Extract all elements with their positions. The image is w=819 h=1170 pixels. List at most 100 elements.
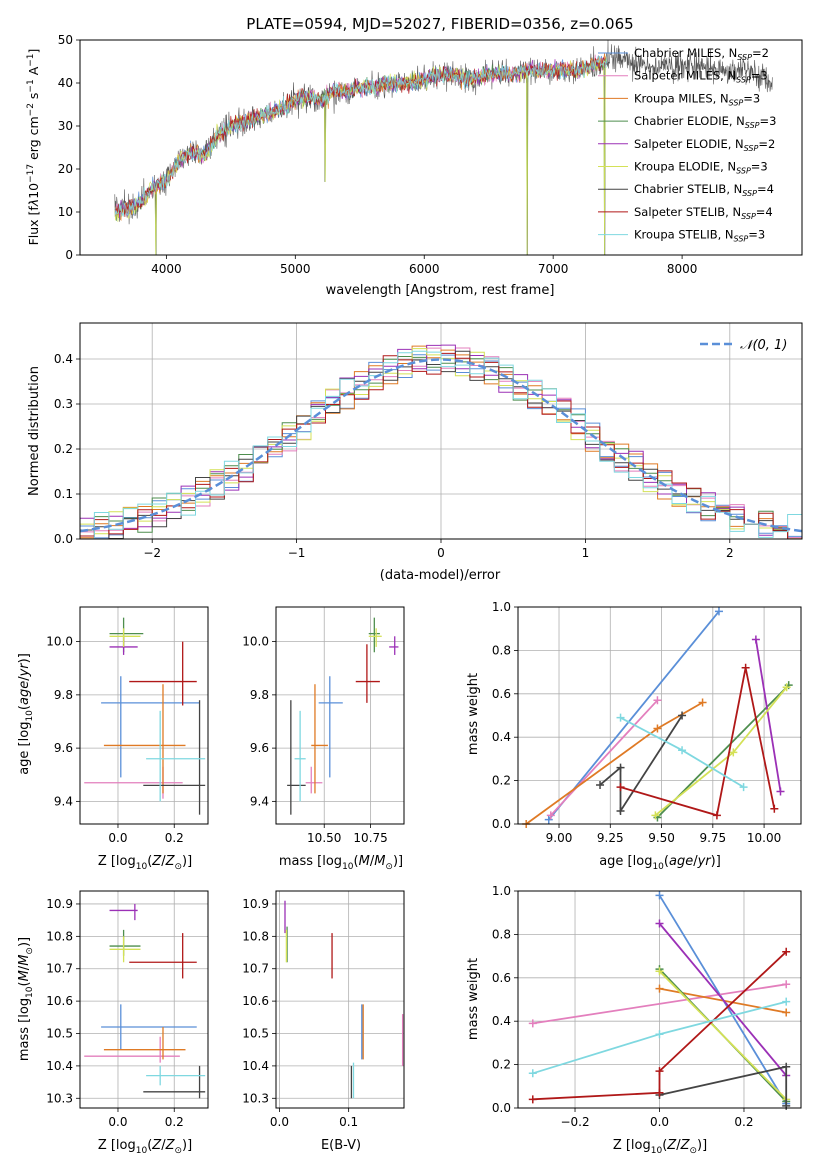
mass-weight-age-series-line [755,639,782,792]
mass-weight-metallicity-series-line [658,922,787,1077]
mass-weight-age-point-marker [596,780,605,789]
age-mass-xtick-label: 10.75 [353,831,387,845]
mass-weight-metallicity-point-marker [528,1069,537,1078]
histogram-ytick-label: 0.0 [54,532,73,546]
mass-weight-age-point-marker [782,683,791,692]
age-vs-metallicity-xlabel: Z [log10(Z/Z⊙)] [98,854,192,872]
spectrum-xtick-label: 6000 [409,262,440,276]
mass-weight-metallicity-point-marker [782,980,791,989]
mass-weight-age-point-marker [616,806,625,815]
spectrum-series-line [114,55,608,217]
histogram-ytick-label: 0.4 [54,352,73,366]
age-mass-frame [275,606,405,825]
mass-weight-metallicity-xtick-label: 0.2 [734,1115,753,1129]
age-metallicity-frame [79,606,209,825]
age-vs-metallicity-ylabel: age [log10(age/yr)] [17,653,35,775]
age-metallicity-xtick-label: 0.2 [165,831,184,845]
mass-weight-metallicity-xtick-label: −0.2 [560,1115,589,1129]
mass-weight-metallicity-point-marker [782,1008,791,1017]
mass-weight-age-point-marker [739,783,748,792]
mass-weight-vs-age-xlabel: age [log10(age/yr)] [599,854,721,872]
legend-label: Salpeter ELODIE, NSSP=2 [634,137,775,153]
legend-label: Chabrier MILES, NSSP=2 [634,46,769,62]
mass-weight-age-series-line [525,701,704,825]
mass-weight-vs-metallicity-ylabel: mass weight [466,958,481,1040]
age-metallicity-ytick-label: 9.6 [54,741,73,755]
age-vs-mass-panel: 10.50 10.75 9.4 9.6 9.8 10.0 [242,606,405,845]
age-metallicity-ytick-label: 10.0 [46,635,73,649]
mass-vs-ebv-xlabel: E(B-V) [321,1138,361,1153]
mass-metallicity-ytick-label: 10.6 [46,994,73,1008]
mass-vs-metallicity-xlabel: Z [log10(Z/Z⊙)] [98,1138,192,1156]
mass-vs-ebv-panel: 0.0 0.1 10.3 10.4 10.5 10.6 10.7 10.8 10.9 [242,890,405,1129]
histogram-steps [80,344,802,539]
mass-weight-age-point-marker [712,811,721,820]
mass-weight-age-point-marker [770,804,779,813]
spectrum-ytick-label: 20 [58,162,73,176]
mass-ebv-xtick-label: 0.0 [270,1115,289,1129]
mass-weight-age-point-marker [616,713,625,722]
mass-weight-age-point-marker [651,811,660,820]
mass-weight-age-frame [517,606,802,825]
spectrum-ytick-label: 10 [58,205,73,219]
mass-weight-age-xtick-label: 9.75 [699,831,726,845]
mass-weight-age-point-marker [729,748,738,757]
mass-ebv-ytick-label: 10.7 [242,962,269,976]
mass-weight-age-ytick-label: 1.0 [492,600,511,614]
mass-weight-age-xtick-label: 9.25 [597,831,624,845]
spectrum-xtick-label: 7000 [538,262,569,276]
mass-weight-vs-age-panel: 9.00 9.25 9.50 9.75 10.00 0.0 0.2 0.4 0.6 0.8 1.0 [492,600,802,845]
mass-weight-metallicity-point-marker [655,891,664,900]
mass-weight-age-point-marker [546,811,555,820]
mass-metallicity-ytick-label: 10.7 [46,962,73,976]
mass-weight-age-point-marker [751,635,760,644]
histogram-xtick-label: 0 [437,546,445,560]
age-mass-xtick-label: 10.50 [307,831,341,845]
spectrum-xlabel: wavelength [Angstrom, rest frame] [326,283,555,298]
mass-weight-metallicity-ytick-label: 0.0 [492,1101,511,1115]
histogram-xtick-label: 1 [582,546,590,560]
mass-weight-age-series-line [548,610,720,821]
mass-vs-metallicity-ylabel: mass [log10(M/M⊙)] [17,937,35,1061]
mass-weight-vs-metallicity-xlabel: Z [log10(Z/Z⊙)] [613,1138,707,1156]
mass-weight-age-point-marker [714,607,723,616]
mass-metallicity-xtick-label: 0.2 [165,1115,184,1129]
spectrum-panel: 4000 5000 6000 7000 8000 0 10 20 30 40 50 Chabrier … [58,33,803,276]
mass-weight-age-series-line [599,715,683,815]
mass-weight-age-series-line [620,667,776,817]
mass-weight-age-point-marker [653,696,662,705]
mass-metallicity-ytick-label: 10.4 [46,1059,73,1073]
spectrum-ytick-label: 40 [58,76,73,90]
mass-weight-metallicity-point-marker [782,1062,791,1071]
mass-weight-metallicity-ytick-label: 0.6 [492,971,511,985]
mass-weight-age-point-marker [741,663,750,672]
age-mass-ytick-label: 10.0 [242,635,269,649]
mass-ebv-ytick-label: 10.5 [242,1027,269,1041]
mass-weight-metallicity-point-marker [528,1095,537,1104]
spectrum-series-line [114,56,608,218]
mass-weight-age-series-line [550,699,659,816]
histogram-xtick-label: −1 [288,546,306,560]
mass-metallicity-xtick-label: 0.0 [108,1115,127,1129]
mass-weight-vs-metallicity-panel: −0.2 0.0 0.2 0.0 0.2 0.4 0.6 0.8 1.0 [492,884,802,1129]
spectrum-frame [79,39,803,256]
spectrum-ytick-label: 50 [58,33,73,47]
spectrum-xtick-label: 4000 [151,262,182,276]
mass-metallicity-ytick-label: 10.3 [46,1091,73,1105]
mass-weight-vs-age-ylabel: mass weight [466,673,481,755]
legend-label: Salpeter STELIB, NSSP=4 [634,205,773,221]
legend-label: Chabrier STELIB, NSSP=4 [634,182,774,198]
mass-metallicity-frame [79,890,209,1109]
mass-weight-metallicity-ytick-label: 0.2 [492,1058,511,1072]
histogram-ylabel: Normed distribution [27,366,42,496]
mass-weight-age-ytick-label: 0.8 [492,643,511,657]
mass-weight-age-xtick-label: 9.50 [648,831,675,845]
mass-weight-metallicity-point-marker [655,1030,664,1039]
spectrum-ytick-label: 30 [58,119,73,133]
spectrum-series-line [114,55,608,220]
legend-label: 𝒩(0, 1) [740,338,787,353]
mass-ebv-ytick-label: 10.6 [242,994,269,1008]
mass-weight-age-ytick-label: 0.0 [492,817,511,831]
legend-label: Kroupa STELIB, NSSP=3 [634,228,765,244]
